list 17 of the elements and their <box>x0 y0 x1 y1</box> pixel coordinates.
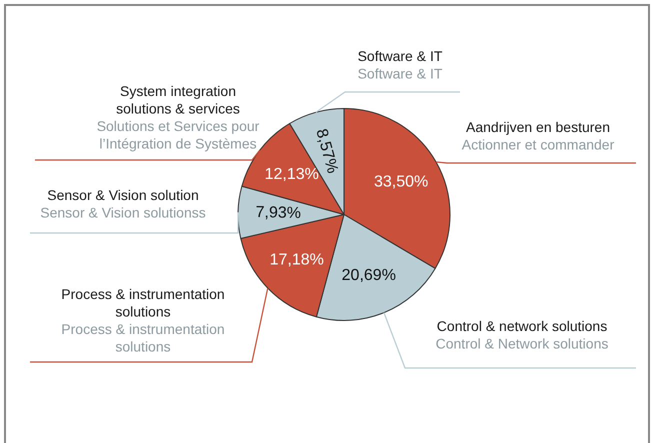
text: Sensor & Vision solutionss <box>40 204 206 220</box>
slice-label: Software & IT <box>358 48 443 64</box>
text: Actionner et commander <box>462 136 615 152</box>
slice-label: Process & instrumentation solutions <box>61 286 225 320</box>
data-label: 7,93% <box>255 204 302 222</box>
text: Solutions et Services pour l’Intégration de Systèmes <box>96 118 260 152</box>
slice-label: Control & network solutions <box>436 318 608 334</box>
data-label: 12,13% <box>264 166 319 184</box>
slice-label: Aandrijven en besturen <box>466 118 610 135</box>
text: Software & IT <box>358 65 443 82</box>
data-label: 17,18% <box>270 252 324 269</box>
data-label: 20,69% <box>342 266 396 284</box>
data-label: 33,50% <box>374 173 428 190</box>
text: Process & instrumentation solutions <box>61 320 225 354</box>
text: Control & Network solutions <box>436 335 608 352</box>
slice-label: System integration solutions & services <box>116 82 240 116</box>
slice-label: Sensor & Vision solution <box>47 186 199 203</box>
